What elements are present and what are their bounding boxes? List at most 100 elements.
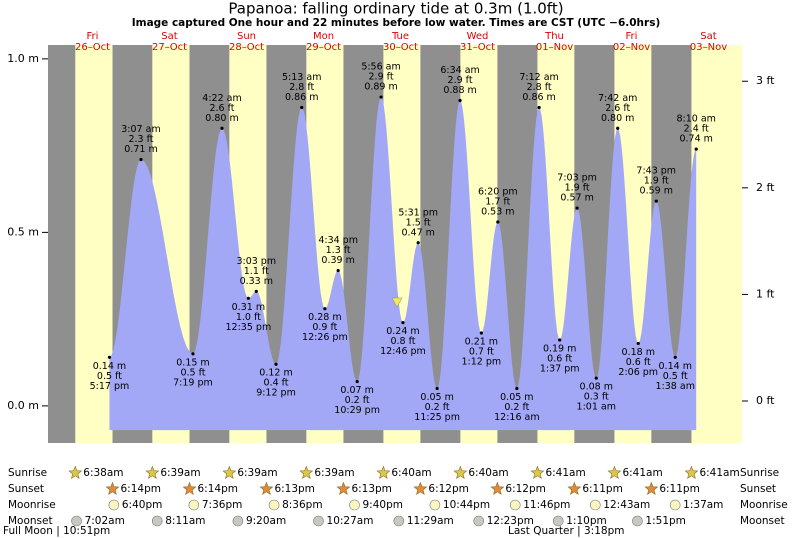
day-weekday: Thu — [544, 31, 564, 42]
time-label: 1:37 pm — [540, 363, 580, 374]
m-label: 0.88 m — [443, 85, 476, 96]
m-label: 0.14 m — [659, 361, 692, 372]
event-time: 6:14pm — [120, 483, 160, 495]
tide-point — [575, 206, 579, 210]
m-label: 0.31 m — [232, 302, 265, 313]
day-weekday: Fri — [87, 31, 99, 42]
time-label: 8:10 am — [676, 114, 715, 125]
event-time: 6:41am — [699, 467, 739, 479]
time-label: 3:07 am — [121, 124, 160, 135]
row-label: Moonset — [740, 515, 785, 527]
tide-point — [594, 376, 598, 380]
time-label: 4:34 pm — [318, 235, 358, 246]
time-label: 1:12 pm — [462, 357, 502, 368]
ft-label: 0.7 ft — [469, 347, 494, 358]
ft-label: 1.5 ft — [406, 217, 431, 228]
m-label: 0.89 m — [364, 82, 397, 93]
row-label: Sunset — [8, 483, 44, 495]
ft-label: 2.6 ft — [605, 103, 630, 114]
m-label: 0.19 m — [543, 343, 576, 354]
event-time: 8:36pm — [282, 499, 322, 511]
event-time: 6:12pm — [505, 483, 545, 495]
y2-tick-label: 2 ft — [756, 181, 775, 194]
event-time: 6:40pm — [122, 499, 162, 511]
tide-point — [479, 331, 483, 335]
day-date: 31–Oct — [460, 42, 495, 53]
day-date: 02–Nov — [613, 42, 650, 53]
time-label: 7:19 pm — [173, 377, 213, 388]
m-label: 0.33 m — [240, 276, 273, 287]
event-time: 12:23pm — [487, 515, 534, 527]
tide-point — [558, 338, 562, 342]
m-label: 0.80 m — [601, 113, 634, 124]
m-label: 0.14 m — [93, 361, 126, 372]
m-label: 0.24 m — [386, 326, 419, 337]
event-time: 6:41am — [545, 467, 585, 479]
event-time: 12:43am — [603, 499, 650, 511]
event-time: 6:14pm — [197, 483, 237, 495]
tide-point — [254, 289, 258, 293]
tide-point — [300, 105, 304, 110]
ft-label: 2.9 ft — [369, 72, 394, 83]
time-label: 5:17 pm — [90, 381, 130, 392]
tide-point — [636, 341, 640, 346]
sunset-icon — [413, 481, 428, 495]
time-label: 5:56 am — [361, 62, 400, 73]
m-label: 0.15 m — [176, 357, 209, 368]
ft-label: 0.8 ft — [390, 336, 415, 347]
ft-label: 2.3 ft — [128, 134, 153, 145]
event-time: 6:13pm — [274, 483, 314, 495]
y-tick-label: 1.0 m — [7, 52, 39, 65]
row-label: Sunrise — [740, 467, 779, 479]
event-time: 1:51pm — [645, 515, 685, 527]
m-label: 0.80 m — [205, 113, 238, 124]
ft-label: 0.5 ft — [180, 367, 205, 378]
m-label: 0.59 m — [640, 186, 673, 197]
time-label: 12:35 pm — [226, 322, 272, 333]
sunrise-icon — [68, 465, 83, 479]
ft-label: 0.6 ft — [547, 353, 572, 364]
event-time: 6:39am — [314, 467, 354, 479]
ft-label: 0.2 ft — [425, 402, 450, 413]
moonrise-icon — [188, 499, 200, 511]
daylight-band — [75, 45, 113, 443]
event-time: 1:10pm — [566, 515, 606, 527]
sunrise-icon — [222, 465, 237, 479]
sunrise-icon — [607, 465, 622, 479]
ft-label: 2.8 ft — [289, 82, 314, 93]
ft-label: 2.6 ft — [209, 103, 234, 114]
m-label: 0.18 m — [622, 347, 655, 358]
tide-point — [274, 362, 278, 366]
tide-point — [220, 126, 224, 130]
tide-area — [109, 97, 697, 431]
moonset-icon — [71, 515, 82, 527]
ft-label: 1.0 ft — [236, 312, 261, 323]
y2-tick-label: 0 ft — [756, 394, 775, 407]
tide-point — [323, 307, 327, 311]
chart-subtitle: Image captured One hour and 22 minutes b… — [132, 17, 661, 29]
daylight-band — [691, 45, 742, 443]
y2-tick-label: 3 ft — [756, 74, 775, 87]
sunrise-icon — [530, 465, 545, 479]
ft-label: 0.5 ft — [663, 371, 688, 382]
moonset-icon — [313, 515, 324, 527]
tide-point — [336, 268, 340, 273]
m-label: 0.39 m — [321, 255, 354, 266]
chart-title: Papanoa: falling ordinary tide at 0.3m (… — [228, 0, 563, 18]
tide-point — [435, 386, 439, 391]
event-time: 6:40am — [391, 467, 431, 479]
tide-point — [694, 147, 698, 151]
tide-point — [401, 320, 405, 325]
moonrise-icon — [589, 499, 601, 511]
tide-point — [616, 126, 620, 130]
tide-point — [139, 157, 143, 162]
event-time: 9:40pm — [363, 499, 403, 511]
ft-label: 1.9 ft — [565, 183, 590, 194]
time-label: 5:31 pm — [398, 207, 438, 218]
sunset-icon — [644, 481, 659, 495]
m-label: 0.28 m — [308, 312, 341, 323]
m-label: 0.53 m — [481, 206, 514, 217]
current-time-marker — [391, 297, 403, 308]
ft-label: 2.4 ft — [684, 124, 709, 135]
time-label: 12:46 pm — [380, 346, 426, 357]
